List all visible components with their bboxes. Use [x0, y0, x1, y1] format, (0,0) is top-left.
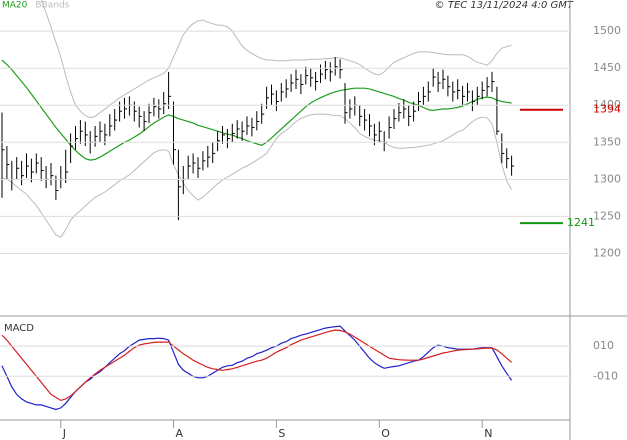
x-tick-label: O: [381, 427, 390, 440]
y-tick-label: 1450: [593, 61, 621, 74]
y-tick-label: 010: [593, 339, 614, 352]
x-tick-label: S: [278, 427, 285, 440]
x-tick-label: A: [176, 427, 184, 440]
y-tick-label: -010: [593, 369, 618, 382]
macd-line: [1, 325, 513, 411]
plot-area: [1, 0, 515, 238]
y-tick-label: 1300: [593, 172, 621, 185]
x-tick-label: N: [484, 427, 492, 440]
band-line: [1, 113, 513, 238]
level-label: 1241: [567, 216, 595, 229]
y-tick-label: 1250: [593, 209, 621, 222]
macd-line: [1, 329, 512, 402]
plot-area: [1, 325, 513, 411]
legend-entry: MA20: [2, 1, 28, 11]
x-tick-label: J: [62, 427, 66, 440]
level-label: 1394: [593, 103, 621, 116]
y-tick-label: 1200: [593, 246, 621, 259]
ma-line: [1, 59, 512, 161]
y-tick-label: 1500: [593, 24, 621, 37]
band-line: [40, 0, 512, 119]
source: © TEC 13/11/2024 4:0 GMT: [435, 0, 574, 11]
y-tick-label: 1350: [593, 135, 621, 148]
legend-entry: BBands: [35, 1, 69, 11]
y-tick-label: 1400: [593, 98, 621, 111]
panel-title: MACD: [4, 323, 34, 334]
